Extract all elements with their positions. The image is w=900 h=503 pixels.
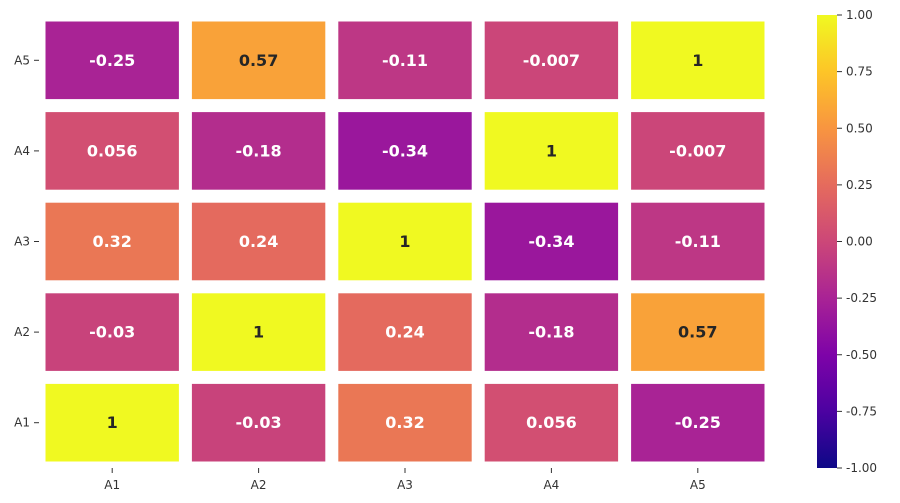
heatmap-cell — [484, 202, 619, 281]
heatmap-cell — [631, 293, 765, 371]
x-tick-label: A2 — [251, 478, 267, 492]
cell-value-label: -0.03 — [89, 323, 135, 342]
heatmap-cell — [631, 383, 765, 462]
heatmap-cell — [338, 21, 472, 100]
heatmap-cell — [191, 202, 326, 281]
colorbar-tick-label: 0.75 — [846, 65, 873, 79]
colorbar-tick-label: 0.50 — [846, 121, 873, 135]
heatmap-cell — [338, 112, 472, 190]
cell-value-label: -0.007 — [669, 141, 726, 160]
heatmap-cell — [484, 112, 619, 190]
cell-value-label: 1 — [253, 323, 264, 342]
heatmap-cell — [191, 293, 326, 371]
cell-value-label: 1 — [107, 413, 118, 432]
colorbar-tick-label: -0.75 — [846, 404, 877, 418]
cell-value-label: 1 — [546, 141, 557, 160]
heatmap-cell — [191, 383, 326, 462]
y-tick-label: A2 — [14, 325, 30, 339]
heatmap-cell — [484, 21, 619, 100]
cell-value-label: -0.03 — [236, 413, 282, 432]
colorbar-gradient — [817, 15, 837, 468]
heatmap-cell — [45, 293, 179, 371]
x-axis: A1 A2 A3 A4 A5 — [104, 468, 706, 492]
y-tick-label: A3 — [14, 235, 30, 249]
colorbar-tick-label: -0.50 — [846, 348, 877, 362]
heatmap-cell — [338, 202, 472, 281]
cell-value-label: -0.34 — [382, 141, 428, 160]
colorbar-tick-label: 0.25 — [846, 178, 873, 192]
heatmap-cell — [338, 293, 472, 371]
heatmap-cell — [45, 112, 179, 190]
colorbar: 1.00 0.75 0.50 0.25 0.00 -0.25 -0.50 -0.75 -1.00 — [817, 8, 877, 475]
cell-value-label: 0.056 — [87, 141, 138, 160]
cell-value-label: -0.25 — [675, 413, 721, 432]
heatmap-cell — [484, 383, 619, 462]
cell-value-label: 1 — [399, 232, 410, 251]
cell-value-label: 0.57 — [239, 51, 278, 70]
cell-value-label: -0.11 — [382, 51, 428, 70]
cell-value-label: -0.18 — [528, 323, 574, 342]
y-axis: A5 A4 A3 A2 A1 — [14, 53, 39, 430]
x-tick-label: A4 — [543, 478, 559, 492]
x-tick-label: A5 — [690, 478, 706, 492]
cell-value-label: 1 — [692, 51, 703, 70]
colorbar-tick-label: -0.25 — [846, 291, 877, 305]
cell-value-label: -0.25 — [89, 51, 135, 70]
x-tick-label: A3 — [397, 478, 413, 492]
cell-value-label: -0.18 — [236, 141, 282, 160]
cell-value-label: -0.007 — [523, 51, 580, 70]
y-tick-label: A5 — [14, 53, 30, 67]
colorbar-tick-label: -1.00 — [846, 461, 877, 475]
colorbar-tick-label: 1.00 — [846, 8, 873, 22]
heatmap-cell — [631, 202, 765, 281]
cell-value-label: 0.24 — [239, 232, 278, 251]
cell-value-label: -0.11 — [675, 232, 721, 251]
cell-value-label: 0.056 — [526, 413, 577, 432]
heatmap-cells: -0.25 0.57 -0.11 -0.007 1 0.056 -0.18 -0.34 1 -0.… — [45, 21, 765, 462]
x-tick-label: A1 — [104, 478, 120, 492]
heatmap-cell — [631, 21, 765, 100]
heatmap-cell — [191, 112, 326, 190]
cell-value-label: 0.57 — [678, 323, 717, 342]
heatmap-cell — [45, 202, 179, 281]
heatmap-cell — [191, 21, 326, 100]
heatmap-cell — [45, 383, 179, 462]
colorbar-tick-label: 0.00 — [846, 235, 873, 249]
cell-value-label: -0.34 — [528, 232, 574, 251]
cell-value-label: 0.24 — [385, 323, 424, 342]
y-tick-label: A1 — [14, 416, 30, 430]
heatmap-cell — [45, 21, 179, 100]
heatmap-cell — [631, 112, 765, 190]
cell-value-label: 0.32 — [385, 413, 424, 432]
y-tick-label: A4 — [14, 144, 30, 158]
heatmap-cell — [338, 383, 472, 462]
heatmap-cell — [484, 293, 619, 371]
cell-value-label: 0.32 — [92, 232, 131, 251]
